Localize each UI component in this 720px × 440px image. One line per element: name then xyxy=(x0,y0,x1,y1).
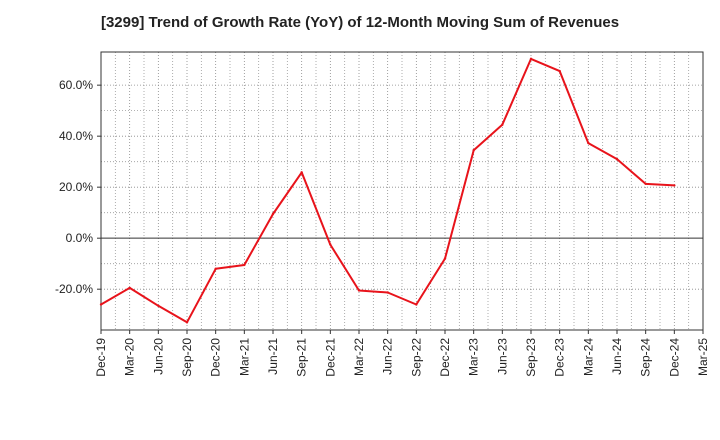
data-point xyxy=(443,257,447,260)
plot-frame xyxy=(100,51,704,331)
x-tick-label: Jun-23 xyxy=(495,338,509,375)
data-point xyxy=(214,267,217,270)
x-tick-label: Sep-20 xyxy=(180,338,194,377)
data-point xyxy=(587,141,590,145)
data-point xyxy=(615,157,619,161)
x-tick-label: Jun-24 xyxy=(610,338,624,375)
chart-title: [3299] Trend of Growth Rate (YoY) of 12-… xyxy=(100,14,620,31)
data-point xyxy=(243,263,246,267)
data-point xyxy=(357,289,361,292)
data-point xyxy=(271,212,275,216)
x-tick-label: Dec-20 xyxy=(209,338,223,377)
data-point xyxy=(128,286,131,290)
data-point xyxy=(415,303,418,306)
x-tick-label: Jun-22 xyxy=(381,338,395,375)
x-tick-label: Sep-21 xyxy=(295,338,309,377)
x-tick-label: Dec-19 xyxy=(94,338,108,377)
y-tick-label: 40.0% xyxy=(59,129,93,143)
data-point xyxy=(501,123,504,126)
x-tick-label: Dec-21 xyxy=(323,338,337,377)
data-point xyxy=(157,304,160,307)
y-tick-label: 20.0% xyxy=(59,180,93,194)
x-tick-label: Mar-25 xyxy=(696,338,710,376)
x-tick-label: Mar-21 xyxy=(237,338,251,376)
x-tick-label: Mar-22 xyxy=(352,338,366,376)
y-tick-label: 0.0% xyxy=(66,231,94,245)
data-point xyxy=(472,148,475,152)
x-tick-label: Jun-21 xyxy=(266,338,280,375)
x-axis-ticks: Dec-19 Mar-20 Jun-20 Sep-20 Dec-20 Mar-21 Jun-… xyxy=(94,330,710,377)
x-tick-label: Mar-20 xyxy=(123,338,137,376)
data-point xyxy=(529,57,533,61)
y-axis-ticks: -20.0% 0.0% 20.0% 40.0% 60.0% xyxy=(55,78,101,296)
x-tick-label: Dec-24 xyxy=(667,338,681,377)
x-tick-label: Dec-22 xyxy=(438,338,452,377)
y-tick-label: -20.0% xyxy=(55,282,93,296)
x-tick-label: Mar-23 xyxy=(467,338,481,376)
data-point xyxy=(673,184,676,187)
data-point xyxy=(300,171,303,174)
x-tick-label: Sep-23 xyxy=(524,338,538,377)
grid-layer xyxy=(100,52,704,330)
data-point xyxy=(558,69,561,73)
x-tick-label: Sep-22 xyxy=(409,338,423,377)
y-tick-label: 60.0% xyxy=(59,78,93,92)
x-tick-label: Mar-24 xyxy=(581,338,595,376)
data-point xyxy=(185,321,189,324)
data-point xyxy=(386,291,389,294)
data-point xyxy=(329,243,332,246)
data-point xyxy=(644,182,647,186)
data-point xyxy=(99,303,103,306)
x-tick-label: Sep-24 xyxy=(639,338,653,377)
x-tick-label: Jun-20 xyxy=(151,338,165,375)
x-tick-label: Dec-23 xyxy=(553,338,567,377)
series-layer xyxy=(99,57,676,324)
